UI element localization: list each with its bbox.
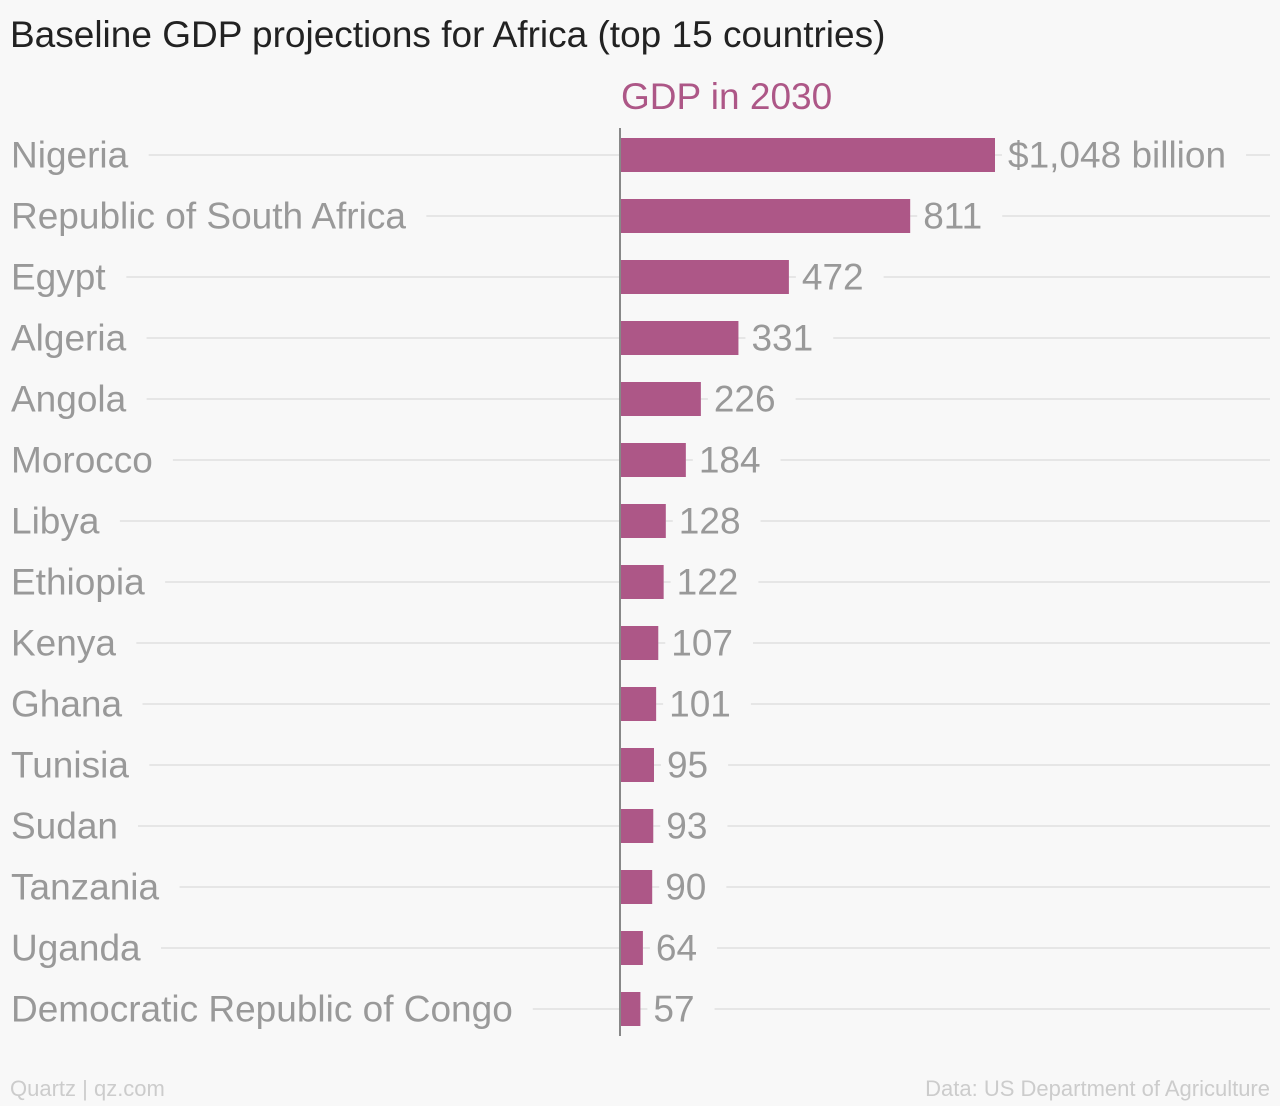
value-mask (1002, 151, 1247, 159)
value-mask (672, 517, 761, 525)
label-mask (0, 395, 147, 403)
value-mask (745, 334, 834, 342)
bar (620, 931, 643, 965)
category-label: Egypt (11, 257, 106, 298)
label-mask (0, 334, 147, 342)
value-label: 331 (751, 318, 813, 359)
label-mask (0, 761, 150, 769)
category-label: Angola (11, 379, 127, 420)
bar (620, 443, 686, 477)
value-mask (659, 883, 727, 891)
label-mask (0, 578, 166, 586)
value-label: 95 (667, 745, 708, 786)
bar (620, 809, 654, 843)
source-credit: Quartz | qz.com (10, 1076, 165, 1101)
category-label: Tanzania (11, 867, 160, 908)
label-mask (0, 822, 138, 830)
category-label: Morocco (11, 440, 153, 481)
category-label: Nigeria (11, 135, 129, 176)
value-mask (692, 456, 781, 464)
label-mask (0, 273, 127, 281)
data-source: Data: US Department of Agriculture (925, 1076, 1270, 1101)
bar (620, 626, 659, 660)
value-label: 57 (653, 989, 694, 1030)
category-label: Algeria (11, 318, 127, 359)
label-mask (0, 700, 143, 708)
label-mask (0, 456, 173, 464)
chart-title: Baseline GDP projections for Africa (top… (10, 14, 886, 55)
value-mask (649, 944, 718, 952)
bar (620, 992, 641, 1026)
category-label: Sudan (11, 806, 118, 847)
value-label: 226 (714, 379, 776, 420)
category-label: Republic of South Africa (11, 196, 406, 237)
value-label: 128 (679, 501, 741, 542)
value-label: 184 (699, 440, 761, 481)
value-label: 107 (671, 623, 733, 664)
bar (620, 870, 653, 904)
category-label: Democratic Republic of Congo (11, 989, 513, 1030)
value-mask (707, 395, 796, 403)
label-mask (0, 944, 162, 952)
value-label: 64 (656, 928, 697, 969)
bar (620, 199, 911, 233)
bar (620, 321, 739, 355)
label-mask (0, 517, 120, 525)
category-label: Libya (11, 501, 100, 542)
category-label: Kenya (11, 623, 116, 664)
value-mask (660, 822, 728, 830)
value-label: 101 (669, 684, 731, 725)
category-label: Ethiopia (11, 562, 145, 603)
value-label: 90 (665, 867, 706, 908)
bar (620, 138, 995, 172)
bar (620, 687, 657, 721)
value-label: 93 (666, 806, 707, 847)
value-label: 122 (677, 562, 739, 603)
series-header: GDP in 2030 (621, 76, 833, 117)
bar (620, 565, 664, 599)
label-mask (0, 639, 137, 647)
value-mask (665, 639, 754, 647)
value-mask (670, 578, 759, 586)
value-mask (917, 212, 1003, 220)
category-label: Uganda (11, 928, 141, 969)
label-mask (0, 212, 427, 220)
value-label: 811 (923, 196, 982, 237)
label-mask (0, 883, 180, 891)
value-mask (663, 700, 751, 708)
value-label: $1,048 billion (1008, 135, 1226, 176)
value-label: 472 (802, 257, 864, 298)
value-mask (795, 273, 884, 281)
bar (620, 260, 789, 294)
label-mask (0, 151, 149, 159)
value-mask (647, 1005, 715, 1013)
value-mask (660, 761, 729, 769)
bar (620, 748, 654, 782)
bar (620, 382, 701, 416)
label-mask (0, 1005, 533, 1013)
category-label: Ghana (11, 684, 123, 725)
category-label: Tunisia (11, 745, 129, 786)
bar (620, 504, 666, 538)
